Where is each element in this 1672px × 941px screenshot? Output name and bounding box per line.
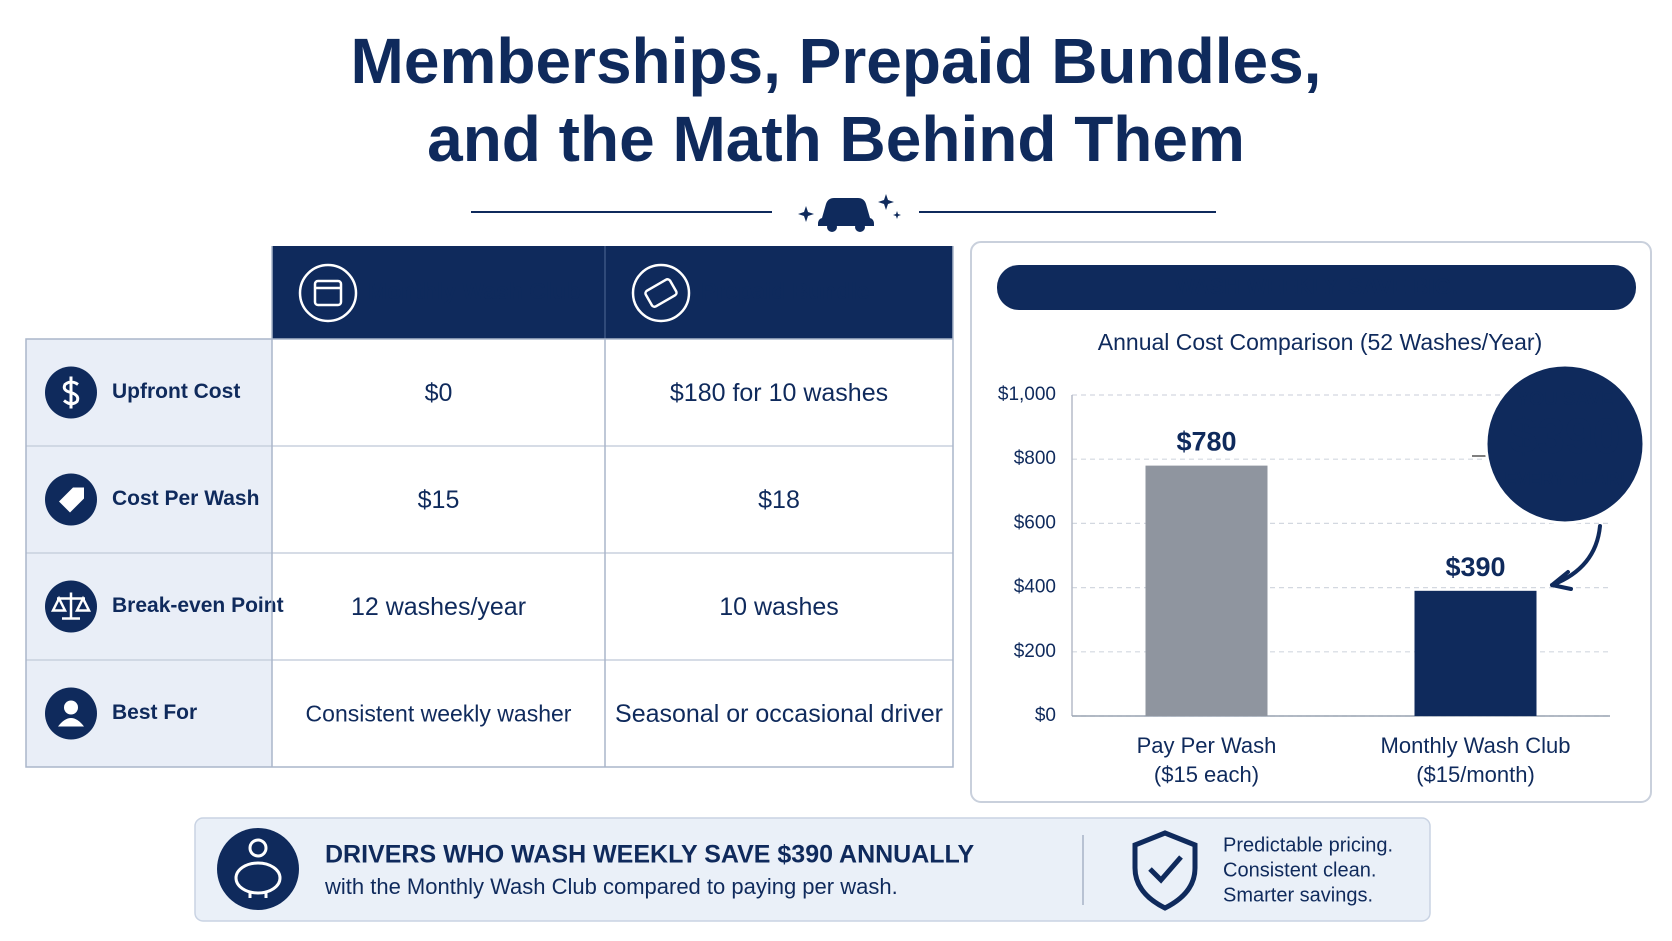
x-tick-note: ($15/month) [1416, 762, 1535, 787]
y-tick-label: $0 [1035, 705, 1056, 726]
chart-banner-bg [997, 265, 1636, 310]
scale-glyph [50, 592, 92, 620]
footer-text: with the Monthly Wash Club compared to p… [324, 874, 898, 899]
x-tick-note: ($15 each) [1154, 762, 1259, 787]
tag-glyph [59, 487, 84, 513]
piggy-icon [217, 828, 299, 910]
table-cell: Consistent weekly washer [306, 701, 572, 727]
y-tick-label: $800 [1014, 448, 1056, 469]
table-cell: $18 [758, 486, 800, 514]
column-icon [298, 263, 358, 323]
row-label: Upfront Cost [112, 380, 240, 403]
table-cell: 10 washes [719, 593, 839, 621]
bar [1145, 465, 1268, 716]
title: and the Math Behind Them [427, 103, 1245, 175]
calendar-glyph [313, 279, 343, 307]
y-tick-label: $1,000 [998, 384, 1056, 405]
table-cell: $180 for 10 washes [670, 379, 888, 407]
bar [1414, 590, 1537, 716]
column-header: Prepaid Bundle [701, 278, 870, 304]
table-cell: $0 [425, 379, 453, 407]
callout-text: YOU SAVE [1517, 389, 1614, 410]
callout-text: EVERY YEAR! [1505, 469, 1626, 489]
table-cell: $15 [418, 486, 460, 514]
y-tick-label: $600 [1014, 512, 1056, 533]
callout-circle [1484, 363, 1646, 525]
chart-title: Annual Cost Comparison (52 Washes/Year) [1098, 329, 1542, 355]
table-border [25, 246, 954, 768]
callout-text: $390 [1509, 408, 1620, 464]
dollar-glyph [62, 376, 80, 409]
table-cell: Seasonal or occasional driver [615, 700, 943, 728]
row-label: Best For [112, 701, 197, 724]
footer-panel [194, 817, 1431, 922]
x-tick-label: Pay Per Wash [1137, 733, 1277, 758]
shield-icon [1132, 830, 1198, 911]
chart-banner: WASH WEEKLY. SAVE BIG. [1174, 274, 1458, 299]
y-tick-label: $200 [1014, 641, 1056, 662]
ticket-glyph [644, 278, 678, 308]
value-label: $390 [1445, 552, 1505, 582]
row-label: Cost Per Wash [112, 487, 259, 510]
footer-tagline: Consistent clean. [1223, 859, 1376, 881]
column-header: Monthly Wash Club [368, 278, 581, 304]
footer-headline: DRIVERS WHO WASH WEEKLY SAVE $390 ANNUAL… [325, 841, 975, 869]
table-cell: 12 washes/year [351, 593, 526, 621]
footer-tagline: Smarter savings. [1223, 884, 1373, 906]
x-tick-label: Monthly Wash Club [1381, 733, 1571, 758]
y-tick-label: $400 [1014, 577, 1056, 598]
piggy-glyph [234, 838, 282, 898]
person-glyph [64, 700, 78, 715]
column-icon [631, 263, 691, 323]
row-label: Break-even Point [112, 594, 284, 617]
person-glyph [58, 718, 84, 727]
title: Memberships, Prepaid Bundles, [351, 25, 1322, 97]
callout-arrow [1550, 524, 1602, 591]
car-icon [798, 194, 901, 232]
table-header-bg [272, 246, 953, 339]
value-label: $780 [1176, 427, 1236, 457]
footer-tagline: Predictable pricing. [1223, 834, 1393, 856]
